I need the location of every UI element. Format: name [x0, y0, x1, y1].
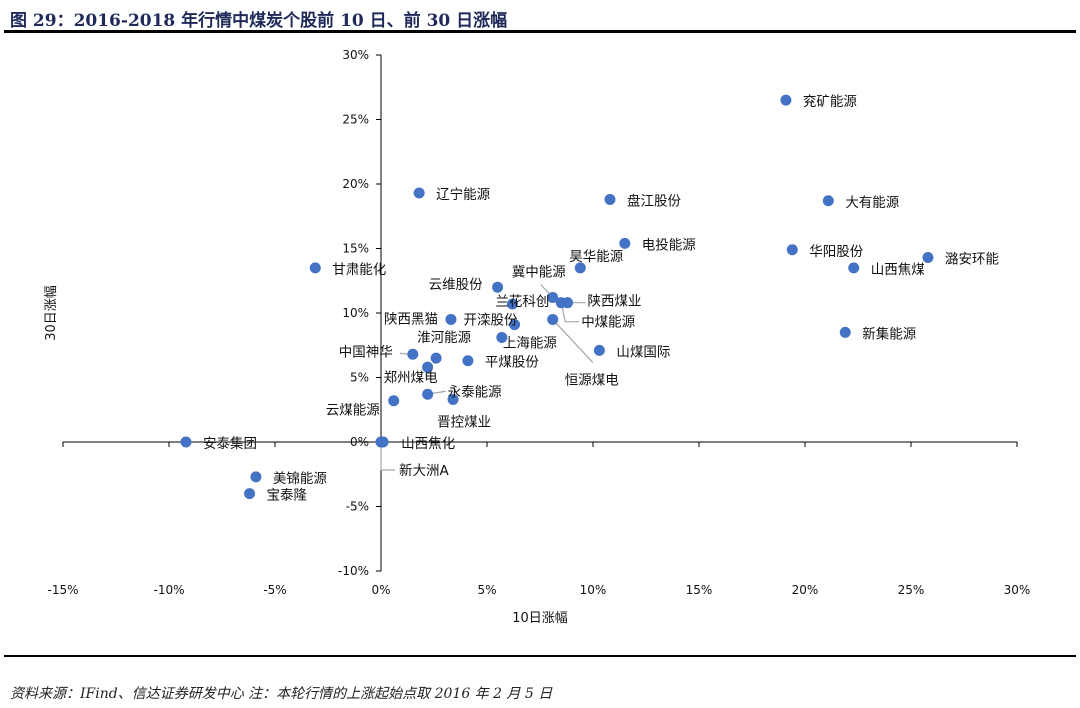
point-label: 新集能源: [862, 326, 916, 342]
point-label: 上海能源: [503, 336, 557, 352]
footer-divider: [4, 655, 1076, 657]
x-tick-label: 5%: [477, 583, 496, 597]
point-label: 兰花科创: [495, 294, 549, 310]
point-label: 潞安环能: [945, 252, 999, 268]
data-point: [619, 237, 631, 249]
data-point: [422, 388, 434, 400]
point-label: 山煤国际: [616, 344, 670, 360]
data-point: [244, 488, 256, 500]
point-label: 宝泰隆: [267, 488, 308, 504]
point-label: 冀中能源: [512, 265, 566, 281]
data-point: [180, 436, 192, 448]
axes: -15% -10% -5% 0% 5% 10% 15% 20% 25% 30% -10% -5% 0% 5…: [47, 48, 1030, 597]
y-tick-label: 15%: [342, 242, 369, 256]
leader-lines: [380, 284, 594, 471]
point-label: 兖矿能源: [803, 94, 857, 110]
y-axis-label: 30日涨幅: [44, 285, 59, 341]
point-label: 陕西煤业: [588, 294, 642, 310]
point-label: 山西焦化: [401, 436, 455, 452]
data-point: [375, 436, 387, 448]
data-point: [839, 326, 851, 338]
data-point: [407, 348, 419, 360]
x-tick-label: 30%: [1004, 583, 1031, 597]
data-point: [786, 244, 798, 256]
point-label: 郑州煤电: [384, 370, 438, 386]
x-tick-label: -10%: [153, 583, 184, 597]
data-point: [593, 344, 605, 356]
data-point: [922, 252, 934, 264]
x-tick-label: -5%: [263, 583, 286, 597]
data-point: [422, 361, 434, 373]
point-label: 辽宁能源: [436, 186, 490, 203]
x-tick-label: 10%: [580, 583, 607, 597]
x-tick-label: -15%: [47, 583, 78, 597]
scatter-chart: -15% -10% -5% 0% 5% 10% 15% 20% 25% 30% -10% -5% 0% 5…: [44, 48, 1030, 626]
data-point: [413, 187, 425, 199]
data-point: [562, 297, 574, 309]
point-label: 盘江股份: [627, 192, 681, 209]
point-label: 山西焦煤: [871, 262, 925, 278]
point-label: 永泰能源: [448, 384, 502, 400]
data-point: [250, 471, 262, 483]
point-labels: 兖矿能源辽宁能源 盘江股份 大有能源电投能源 华阳股份潞安环能山西焦煤 甘肃能化 昊华能源…: [203, 94, 999, 503]
data-point: [822, 195, 834, 207]
x-tick-label: 15%: [686, 583, 713, 597]
data-point: [462, 355, 474, 367]
point-label: 电投能源: [642, 237, 696, 253]
y-tick-label: 0%: [350, 435, 369, 449]
y-tick-label: -5%: [346, 500, 369, 514]
data-point: [848, 262, 860, 274]
point-label: 昊华能源: [569, 249, 623, 265]
x-tick-label: 0%: [371, 583, 390, 597]
data-points: [180, 94, 934, 500]
leader-line: [380, 445, 395, 471]
data-point: [447, 393, 459, 405]
data-point: [496, 332, 508, 344]
y-tick-label: 10%: [342, 306, 369, 320]
data-point: [506, 298, 518, 310]
point-label: 大有能源: [845, 195, 899, 211]
point-label: 甘肃能化: [332, 262, 386, 278]
data-point: [547, 292, 559, 304]
data-point: [780, 94, 792, 106]
point-label: 中煤能源: [581, 315, 635, 331]
data-point: [445, 313, 457, 325]
data-point: [492, 281, 504, 293]
y-tick-label: 5%: [350, 371, 369, 385]
source-footnote: 资料来源：IFind、信达证券研发中心 注：本轮行情的上涨起始点取 2016 年…: [10, 686, 553, 702]
point-label: 淮河能源: [417, 330, 471, 346]
point-label: 安泰集团: [203, 436, 257, 452]
point-label: 云煤能源: [326, 403, 380, 419]
data-point: [547, 313, 559, 325]
title-divider: [4, 30, 1076, 33]
point-label: 美锦能源: [273, 471, 327, 487]
point-label: 新大洲A: [399, 463, 449, 479]
x-axis-label: 10日涨幅: [512, 611, 568, 626]
point-label: 恒源煤电: [565, 372, 619, 388]
y-tick-label: 25%: [342, 113, 369, 127]
leader-line: [560, 302, 580, 323]
data-point: [574, 262, 586, 274]
y-tick-label: -10%: [338, 564, 369, 578]
point-label: 平煤股份: [485, 355, 539, 371]
leader-line: [552, 319, 594, 363]
point-label: 云维股份: [429, 277, 483, 293]
point-label: 中国神华: [339, 344, 393, 360]
data-point: [604, 193, 616, 205]
data-point: [509, 319, 521, 331]
data-point: [430, 352, 442, 364]
y-tick-label: 20%: [342, 177, 369, 191]
figure-title: 图 29：2016-2018 年行情中煤炭个股前 10 日、前 30 日涨幅: [10, 11, 508, 31]
data-point: [388, 395, 400, 407]
x-tick-label: 20%: [792, 583, 819, 597]
point-label: 华阳股份: [809, 244, 863, 260]
point-label: 晋控煤业: [437, 414, 491, 430]
point-label: 开滦股份: [464, 313, 518, 329]
point-label: 陕西黑猫: [384, 311, 438, 327]
data-point: [309, 262, 321, 274]
y-tick-label: 30%: [342, 48, 369, 62]
x-tick-label: 25%: [898, 583, 925, 597]
